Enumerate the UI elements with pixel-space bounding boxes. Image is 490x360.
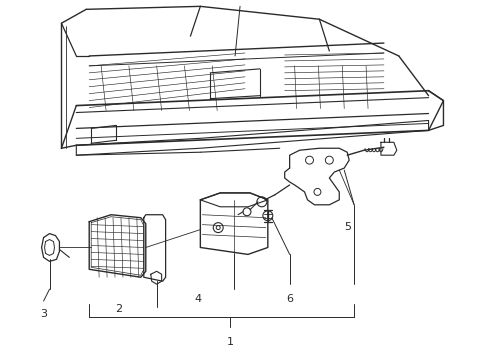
Text: 3: 3 — [40, 309, 47, 319]
Text: 1: 1 — [226, 337, 234, 347]
Text: 5: 5 — [343, 222, 351, 231]
Text: 4: 4 — [195, 294, 202, 304]
Text: 6: 6 — [286, 294, 293, 304]
Text: 2: 2 — [116, 304, 122, 314]
